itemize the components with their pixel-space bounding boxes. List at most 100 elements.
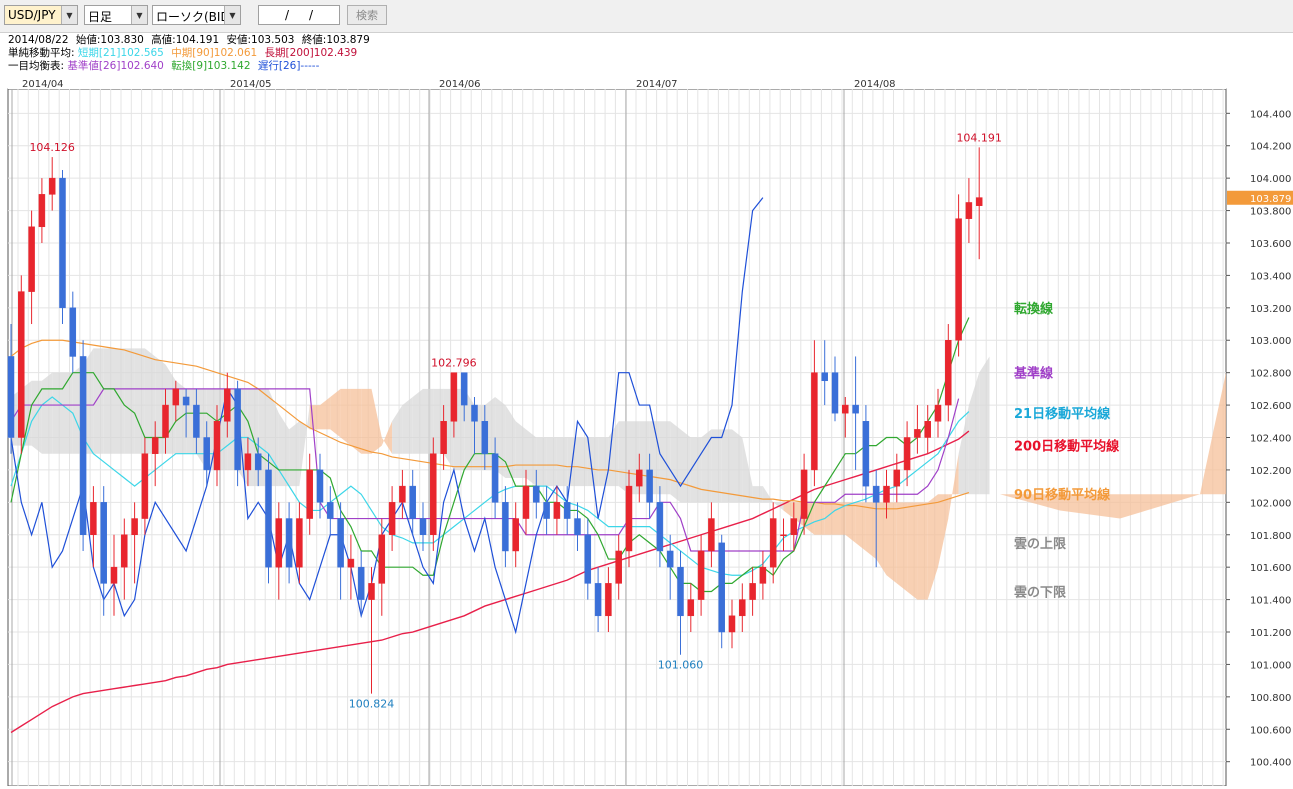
- price-chart[interactable]: 104.400 104.200 104.000 103.800 103.600 103.4…: [0, 77, 1293, 787]
- sma-mid-value: 中期[90]102.061: [171, 47, 258, 59]
- cloud-segment: [299, 405, 310, 487]
- candle-body: [903, 437, 911, 471]
- candle-body: [790, 518, 798, 536]
- chevron-down-icon[interactable]: ▼: [61, 6, 77, 24]
- candle-body: [769, 518, 777, 568]
- cloud-segment: [814, 502, 825, 535]
- cloud-future-segment: [1060, 494, 1120, 519]
- y-tick-label: 101.800: [1250, 531, 1291, 542]
- candle-body: [306, 469, 313, 519]
- cloud-segment: [732, 429, 743, 503]
- timeframe-select[interactable]: 日足 ▼: [84, 5, 148, 25]
- date-slash: /: [309, 8, 314, 22]
- candle-body: [131, 518, 138, 536]
- candle-body: [90, 502, 97, 536]
- candle-body: [193, 404, 200, 438]
- ohlc-date: 2014/08/22: [8, 34, 69, 46]
- candle-body: [275, 518, 283, 568]
- candle-body: [471, 404, 478, 422]
- cloud-segment: [62, 372, 73, 454]
- current-price-marker: [1227, 190, 1293, 205]
- date-input[interactable]: / /: [258, 5, 340, 25]
- candle-body: [265, 469, 272, 568]
- cloud-segment: [907, 502, 918, 600]
- pair-select[interactable]: USD/JPY ▼: [4, 5, 78, 25]
- candle-body: [357, 566, 365, 600]
- candle-body: [615, 550, 622, 584]
- current-price-label: 103.879: [1250, 194, 1291, 205]
- cloud-segment: [587, 437, 599, 487]
- candle-body: [965, 202, 973, 219]
- timeframe-select-value: 日足: [88, 10, 113, 24]
- price-annotation: 102.796: [431, 357, 477, 370]
- candle-body: [327, 502, 334, 519]
- candle-body: [141, 453, 149, 519]
- y-tick-label: 101.200: [1250, 628, 1291, 639]
- cloud-segment: [701, 429, 712, 503]
- candle-body: [59, 177, 66, 309]
- candle-body: [491, 453, 499, 503]
- candle-body: [450, 372, 458, 422]
- cloud-segment: [752, 486, 763, 503]
- candle-body: [38, 194, 46, 228]
- open-label: 始値:: [75, 34, 101, 46]
- candle-body: [739, 599, 746, 617]
- chart-area[interactable]: 104.400 104.200 104.000 103.800 103.600 103.4…: [0, 77, 1293, 787]
- candle-body: [893, 469, 901, 487]
- info-panel: 2014/08/22 始値:103.830 高値:104.191 安値:103.…: [0, 33, 1293, 77]
- candle-body: [440, 421, 447, 454]
- cloud-segment: [938, 494, 949, 568]
- candle-body: [121, 534, 128, 568]
- cloud-segment: [134, 348, 145, 454]
- cloud-segment: [93, 348, 104, 454]
- chart-type-select[interactable]: ローソク(BID) ▼: [152, 5, 241, 25]
- chevron-down-icon[interactable]: ▼: [131, 6, 147, 24]
- y-tick-label: 103.200: [1250, 304, 1291, 315]
- candle-body: [151, 437, 159, 454]
- high-value: 104.191: [175, 34, 220, 46]
- legend-label: 21日移動平均線: [1014, 406, 1111, 422]
- candle-body: [316, 469, 324, 503]
- candle-body: [409, 485, 416, 519]
- price-annotation: 100.824: [349, 698, 395, 711]
- sma-line: 単純移動平均: 短期[21]102.565 中期[90]102.061 長期[2…: [8, 47, 361, 59]
- candle-body: [522, 485, 530, 519]
- search-button[interactable]: 検索: [347, 5, 387, 25]
- cloud-segment: [659, 421, 671, 495]
- candle-body: [749, 583, 756, 600]
- cloud-segment: [361, 388, 372, 454]
- candle-body: [28, 226, 35, 292]
- candle-body: [244, 453, 252, 471]
- cloud-segment: [423, 388, 434, 454]
- cloud-segment: [52, 372, 63, 454]
- candle-body: [110, 566, 118, 584]
- cloud-segment: [392, 405, 403, 454]
- x-tick-label: 2014/04: [22, 79, 64, 90]
- cloud-segment: [330, 388, 341, 438]
- candle-body: [636, 469, 643, 487]
- y-tick-label: 100.800: [1250, 693, 1291, 704]
- candle-body: [697, 550, 705, 600]
- candle-body: [460, 372, 468, 406]
- cloud-segment: [958, 405, 969, 495]
- y-tick-label: 103.400: [1250, 271, 1291, 282]
- legend-label: 200日移動平均線: [1014, 439, 1120, 455]
- candle-body: [924, 421, 931, 438]
- cloud-segment: [114, 348, 125, 454]
- candle-body: [708, 518, 715, 552]
- tenkan-value: 転換[9]103.142: [171, 60, 251, 72]
- candle-body: [563, 502, 571, 519]
- candle-body: [800, 469, 808, 519]
- candle-body: [203, 437, 210, 471]
- candle-body: [975, 197, 983, 206]
- cloud-segment: [773, 502, 784, 511]
- ohlc-line: 2014/08/22 始値:103.830 高値:104.191 安値:103.…: [8, 34, 374, 46]
- candle-body: [430, 453, 437, 536]
- candle-body: [872, 485, 880, 503]
- y-tick-label: 104.000: [1250, 174, 1291, 185]
- chevron-down-icon[interactable]: ▼: [224, 6, 240, 24]
- candle-body: [224, 388, 231, 422]
- cloud-segment: [948, 453, 959, 519]
- candle-body: [852, 404, 859, 414]
- price-annotation: 104.126: [29, 141, 75, 154]
